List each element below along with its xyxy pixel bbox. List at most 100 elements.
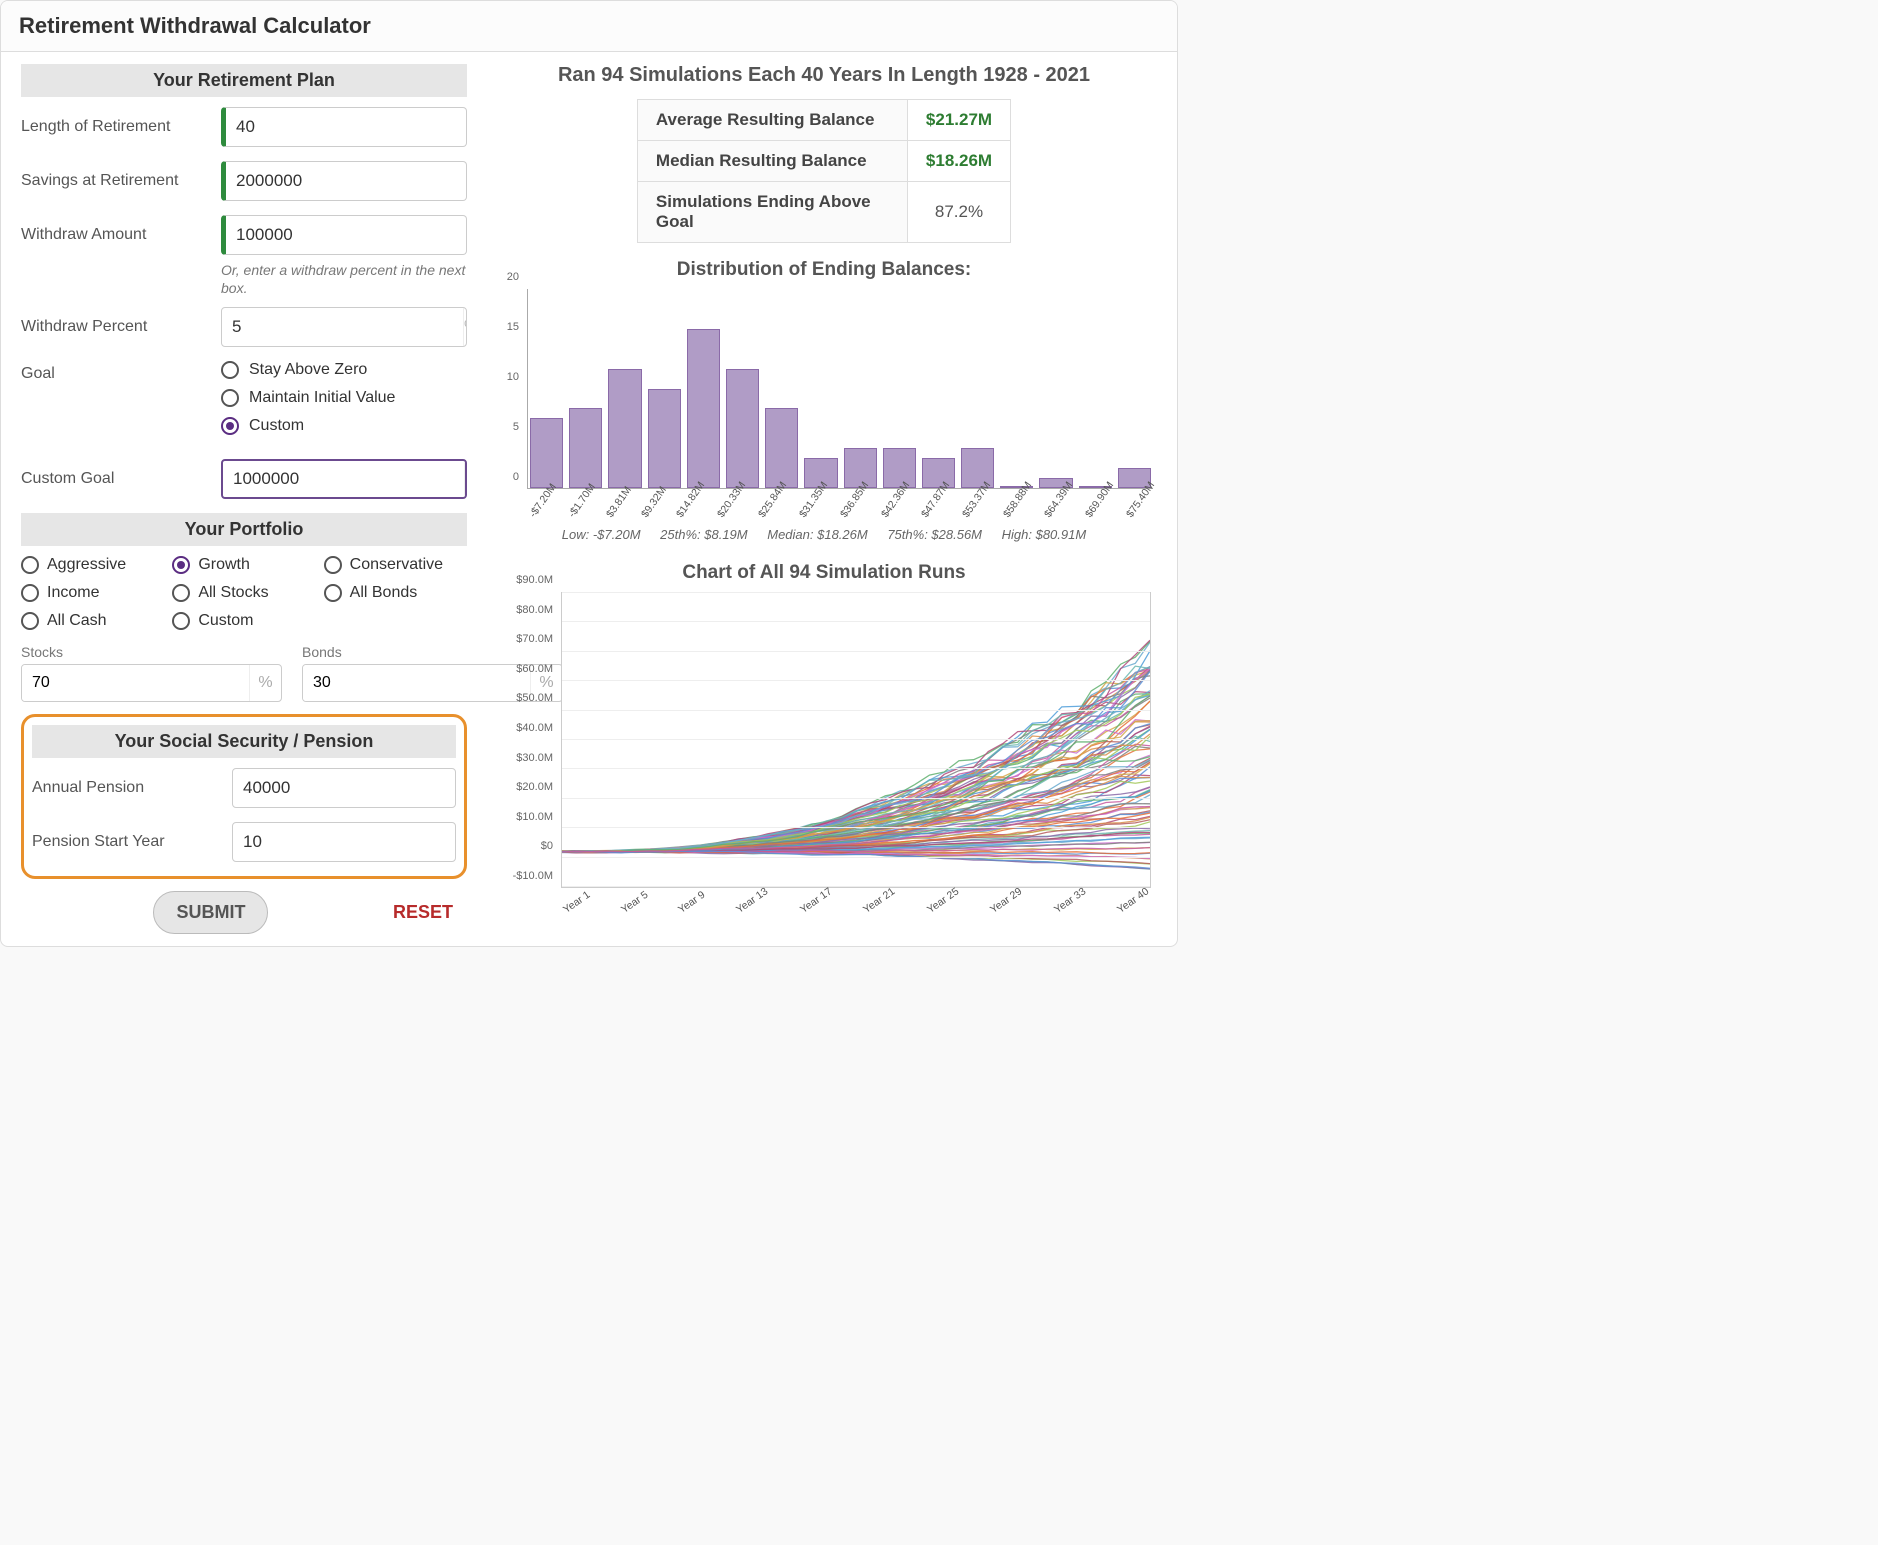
section-plan: Your Retirement Plan [21, 64, 467, 97]
portfolio-option-income[interactable]: Income [21, 584, 164, 602]
reset-link[interactable]: RESET [393, 902, 453, 923]
input-withdraw-amt[interactable] [226, 225, 467, 245]
label-savings: Savings at Retirement [21, 172, 221, 190]
summary-label: Average Resulting Balance [637, 100, 907, 141]
radio-icon [324, 584, 342, 602]
percent-icon: % [463, 308, 467, 346]
app-header: Retirement Withdrawal Calculator [1, 1, 1177, 52]
summary-row: Average Resulting Balance$21.27M [637, 100, 1010, 141]
radio-label: Income [47, 584, 99, 602]
simulations-line-chart: -$10.0M$0$10.0M$20.0M$30.0M$40.0M$50.0M$… [561, 592, 1157, 912]
summary-value: $21.27M [907, 100, 1010, 141]
summary-table: Average Resulting Balance$21.27MMedian R… [637, 99, 1011, 243]
summary-row: Median Resulting Balance$18.26M [637, 141, 1010, 182]
x-axis-label: Year 33 [1052, 885, 1088, 915]
percent-icon: % [249, 665, 281, 701]
x-axis-label: Year 21 [861, 885, 897, 915]
input-custom-goal[interactable] [223, 469, 464, 489]
goal-option-stay-above-zero[interactable]: Stay Above Zero [221, 361, 467, 379]
radio-label: Stay Above Zero [249, 361, 367, 379]
summary-value: $18.26M [907, 141, 1010, 182]
label-withdraw-pct: Withdraw Percent [21, 318, 221, 336]
x-axis-label: Year 9 [676, 889, 707, 916]
goal-option-maintain-initial-value[interactable]: Maintain Initial Value [221, 389, 467, 407]
radio-icon [172, 612, 190, 630]
summary-label: Median Resulting Balance [637, 141, 907, 182]
radio-icon [172, 556, 190, 574]
radio-label: Custom [249, 417, 304, 435]
calculator-card: Retirement Withdrawal Calculator Your Re… [0, 0, 1178, 947]
radio-icon [221, 389, 239, 407]
histogram-bar [726, 369, 759, 488]
radio-label: Maintain Initial Value [249, 389, 395, 407]
pension-box: Your Social Security / Pension Annual Pe… [21, 714, 467, 879]
radio-label: All Stocks [198, 584, 268, 602]
input-annual-pension[interactable] [233, 778, 456, 798]
portfolio-option-all-bonds[interactable]: All Bonds [324, 584, 467, 602]
radio-icon [324, 556, 342, 574]
portfolio-option-conservative[interactable]: Conservative [324, 556, 467, 574]
label-custom-goal: Custom Goal [21, 470, 221, 488]
label-withdraw-amt: Withdraw Amount [21, 226, 221, 244]
x-axis-label: Year 40 [1115, 885, 1151, 915]
label-goal: Goal [21, 361, 221, 383]
radio-icon [21, 584, 39, 602]
section-portfolio: Your Portfolio [21, 513, 467, 546]
input-custom-goal-wrap [221, 459, 467, 499]
histogram-bar [608, 369, 641, 488]
input-pension-start-wrap [232, 822, 456, 862]
hist-stats: Low: -$7.20M 25th%: $8.19M Median: $18.2… [491, 527, 1157, 542]
portfolio-option-custom[interactable]: Custom [172, 612, 315, 630]
x-axis-label: Year 17 [798, 885, 834, 915]
x-axis-label: Year 5 [619, 889, 650, 916]
goal-option-custom[interactable]: Custom [221, 417, 467, 435]
input-withdraw-pct[interactable] [222, 317, 463, 337]
withdraw-hint: Or, enter a withdraw percent in the next… [221, 261, 467, 297]
x-axis-label: Year 25 [925, 885, 961, 915]
radio-icon [21, 612, 39, 630]
x-axis-label: Year 13 [734, 885, 770, 915]
app-title: Retirement Withdrawal Calculator [19, 13, 1159, 39]
alloc-stocks-input[interactable] [22, 665, 249, 701]
input-withdraw-pct-wrap: % [221, 307, 467, 347]
input-length[interactable] [226, 117, 467, 137]
portfolio-option-all-stocks[interactable]: All Stocks [172, 584, 315, 602]
radio-label: Conservative [350, 556, 443, 574]
label-length: Length of Retirement [21, 118, 221, 136]
input-savings[interactable] [226, 171, 467, 191]
radio-label: All Bonds [350, 584, 418, 602]
hist-title: Distribution of Ending Balances: [491, 259, 1157, 281]
x-axis-label: Year 29 [988, 885, 1024, 915]
radio-icon [21, 556, 39, 574]
radio-icon [221, 361, 239, 379]
portfolio-option-all-cash[interactable]: All Cash [21, 612, 164, 630]
radio-icon [172, 584, 190, 602]
summary-value: 87.2% [907, 182, 1010, 243]
radio-label: Growth [198, 556, 250, 574]
label-annual-pension: Annual Pension [32, 779, 232, 797]
input-withdraw-amt-wrap [221, 215, 467, 255]
radio-label: Aggressive [47, 556, 126, 574]
submit-button[interactable]: SUBMIT [153, 891, 268, 934]
label-pension-start: Pension Start Year [32, 833, 232, 851]
line-title: Chart of All 94 Simulation Runs [491, 562, 1157, 584]
histogram-chart: 05101520 -$7.20M-$1.70M$3.81M$9.32M$14.8… [521, 289, 1157, 519]
x-axis-label: Year 1 [561, 889, 592, 916]
x-axis-label: $3.81M [604, 484, 634, 520]
portfolio-option-growth[interactable]: Growth [172, 556, 315, 574]
section-pension: Your Social Security / Pension [32, 725, 456, 758]
input-pension-start[interactable] [233, 832, 456, 852]
form-panel: Your Retirement Plan Length of Retiremen… [9, 60, 479, 938]
histogram-bar [765, 408, 798, 488]
results-panel: Ran 94 Simulations Each 40 Years In Leng… [479, 60, 1169, 938]
radio-icon [221, 417, 239, 435]
histogram-bar [530, 418, 563, 488]
input-length-wrap [221, 107, 467, 147]
sim-title: Ran 94 Simulations Each 40 Years In Leng… [491, 64, 1157, 87]
portfolio-option-aggressive[interactable]: Aggressive [21, 556, 164, 574]
histogram-bar [961, 448, 994, 488]
histogram-bar [687, 329, 720, 488]
summary-row: Simulations Ending Above Goal87.2% [637, 182, 1010, 243]
alloc-stocks-label: Stocks [21, 644, 282, 660]
histogram-bar [569, 408, 602, 488]
